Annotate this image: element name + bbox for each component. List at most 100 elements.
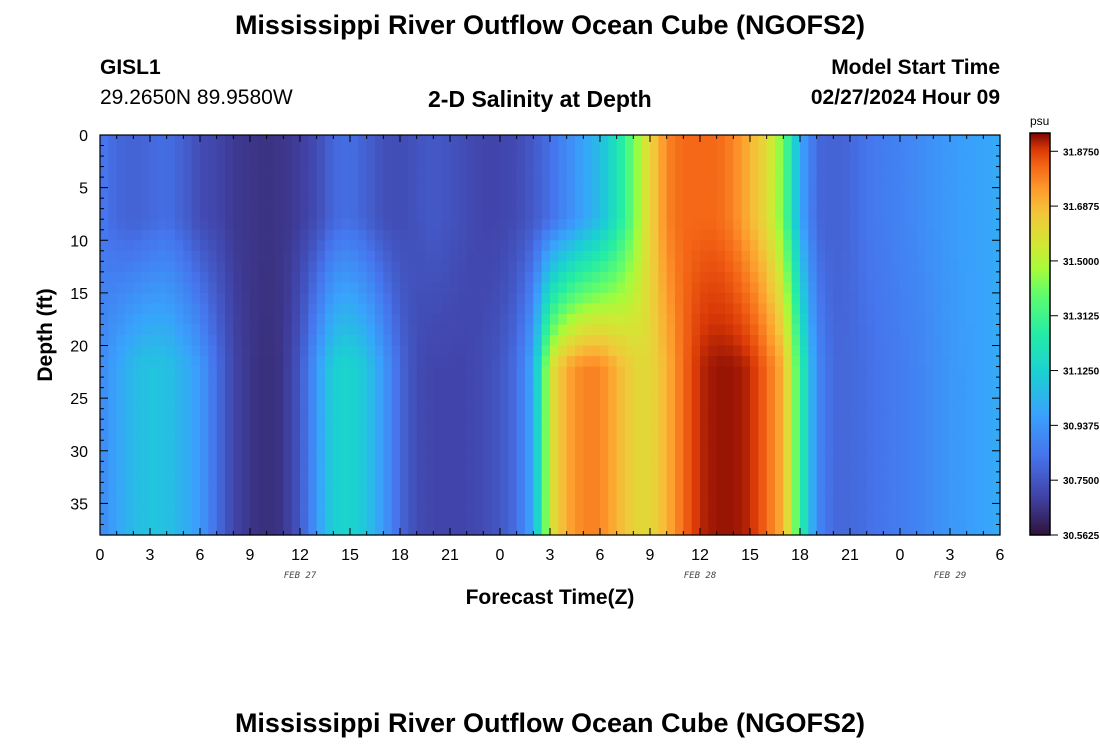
heatmap-cell — [116, 492, 126, 505]
heatmap-cell — [900, 492, 909, 505]
heatmap-cell — [475, 335, 484, 347]
heatmap-cell — [508, 366, 518, 378]
heatmap-cell — [466, 387, 476, 399]
heatmap-cell — [183, 303, 193, 315]
heatmap-cell — [691, 482, 701, 494]
heatmap-cell — [383, 208, 393, 220]
heatmap-cell — [241, 492, 251, 505]
heatmap-cell — [950, 524, 959, 536]
heatmap-cell — [175, 524, 184, 536]
heatmap-cell — [400, 366, 409, 378]
heatmap-cell — [308, 324, 318, 336]
heatmap-cell — [408, 292, 418, 305]
heatmap-cell — [375, 419, 384, 431]
heatmap-cell — [900, 145, 909, 157]
heatmap-cell — [175, 356, 184, 368]
heatmap-cell — [608, 513, 618, 526]
heatmap-cell — [475, 313, 484, 326]
heatmap-cell — [350, 461, 359, 473]
heatmap-cell — [600, 482, 609, 494]
heatmap-cell — [408, 156, 418, 168]
heatmap-cell — [141, 356, 151, 368]
heatmap-cell — [500, 229, 509, 241]
heatmap-cell — [883, 335, 893, 347]
heatmap-cell — [925, 398, 934, 410]
heatmap-cell — [383, 471, 393, 483]
heatmap-cell — [358, 229, 368, 241]
heatmap-cell — [391, 135, 401, 147]
heatmap-cell — [983, 166, 993, 178]
heatmap-cell — [283, 345, 293, 357]
heatmap-cell — [216, 229, 226, 241]
heatmap-cell — [450, 166, 459, 178]
heatmap-cell — [250, 261, 259, 273]
heatmap-cell — [925, 461, 934, 473]
heatmap-cell — [175, 419, 184, 431]
heatmap-cell — [666, 282, 676, 294]
heatmap-cell — [891, 219, 901, 231]
heatmap-cell — [916, 261, 926, 273]
heatmap-cell — [491, 398, 501, 410]
heatmap-cell — [583, 503, 593, 515]
heatmap-cell — [566, 229, 576, 241]
heatmap-cell — [325, 135, 334, 147]
heatmap-cell — [258, 240, 268, 252]
heatmap-cell — [566, 271, 576, 283]
heatmap-cell — [991, 419, 1001, 431]
heatmap-cell — [366, 419, 376, 431]
heatmap-cell — [933, 166, 943, 178]
heatmap-cell — [325, 145, 334, 157]
heatmap-cell — [933, 313, 943, 326]
heatmap-cell — [933, 156, 943, 168]
heatmap-cell — [833, 345, 843, 357]
heatmap-cell — [925, 208, 934, 220]
heatmap-cell — [258, 471, 268, 483]
heatmap-cell — [308, 419, 318, 431]
heatmap-cell — [841, 450, 851, 462]
heatmap-cell — [366, 513, 376, 526]
heatmap-cell — [858, 335, 868, 347]
heatmap-cell — [266, 524, 276, 536]
heatmap-cell — [966, 187, 976, 199]
heatmap-cell — [366, 145, 376, 157]
heatmap-cell — [800, 377, 809, 389]
heatmap-cell — [458, 250, 468, 262]
heatmap-cell — [925, 513, 934, 526]
heatmap-cell — [941, 335, 951, 347]
heatmap-cell — [766, 450, 776, 462]
heatmap-cell — [241, 345, 251, 357]
heatmap-cell — [225, 313, 234, 326]
heatmap-cell — [350, 292, 359, 305]
heatmap-cell — [966, 524, 976, 536]
heatmap-cell — [675, 492, 684, 505]
heatmap-cell — [866, 356, 876, 368]
heatmap-cell — [675, 366, 684, 378]
heatmap-cell — [641, 366, 651, 378]
heatmap-cell — [100, 471, 109, 483]
heatmap-cell — [558, 513, 568, 526]
heatmap-cell — [175, 398, 184, 410]
heatmap-cell — [358, 240, 368, 252]
heatmap-cell — [841, 335, 851, 347]
heatmap-cell — [508, 524, 518, 536]
heatmap-cell — [908, 219, 918, 231]
heatmap-cell — [108, 440, 118, 452]
heatmap-cell — [583, 240, 593, 252]
heatmap-cell — [866, 398, 876, 410]
heatmap-cell — [225, 156, 234, 168]
heatmap-cell — [750, 219, 759, 231]
heatmap-cell — [275, 524, 284, 536]
heatmap-cell — [175, 503, 184, 515]
heatmap-cell — [416, 166, 426, 178]
heatmap-cell — [325, 229, 334, 241]
heatmap-cell — [516, 166, 526, 178]
heatmap-cell — [416, 303, 426, 315]
heatmap-cell — [408, 335, 418, 347]
heatmap-cell — [975, 408, 984, 420]
heatmap-cell — [716, 482, 726, 494]
heatmap-cell — [483, 198, 493, 210]
heatmap-cell — [541, 387, 551, 399]
heatmap-cell — [875, 250, 884, 262]
heatmap-cell — [950, 440, 959, 452]
heatmap-cell — [833, 356, 843, 368]
